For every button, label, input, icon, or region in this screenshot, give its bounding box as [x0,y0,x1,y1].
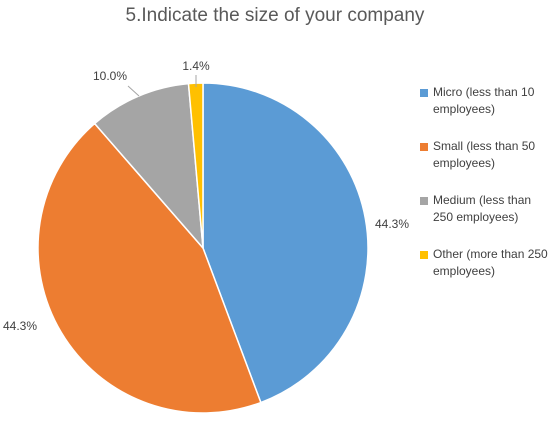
data-label-other: 1.4% [182,59,210,73]
leader-line-medium [127,85,140,97]
legend-item-micro: Micro (less than 10 employees) [420,84,548,138]
leader-lines [127,75,197,97]
legend-label-micro: Micro (less than 10 employees) [433,85,535,116]
pie-slice-micro [202,82,369,404]
legend-item-other: Other (more than 250 employees) [420,246,548,300]
legend: Micro (less than 10 employees) Small (le… [420,84,548,300]
legend-label-medium: Medium (less than 250 employees) [433,193,532,224]
legend-swatch-other [420,251,428,259]
pie-slice-small [37,122,262,414]
data-label-medium: 10.0% [93,69,127,83]
pie-slices [37,82,369,414]
data-label-small: 44.3% [3,319,37,333]
pie-slice-medium [93,82,204,251]
chart-title: 5.Indicate the size of your company [125,5,425,26]
legend-swatch-small [420,143,428,151]
legend-swatch-micro [420,89,428,97]
legend-item-medium: Medium (less than 250 employees) [420,192,548,246]
legend-label-small: Small (less than 50 employees) [433,139,536,170]
data-label-micro: 44.3% [375,217,409,231]
legend-label-other: Other (more than 250 employees) [433,247,548,278]
legend-swatch-medium [420,197,428,205]
data-labels: 44.3% 44.3% 10.0% 1.4% [3,59,409,333]
legend-item-small: Small (less than 50 employees) [420,138,548,192]
